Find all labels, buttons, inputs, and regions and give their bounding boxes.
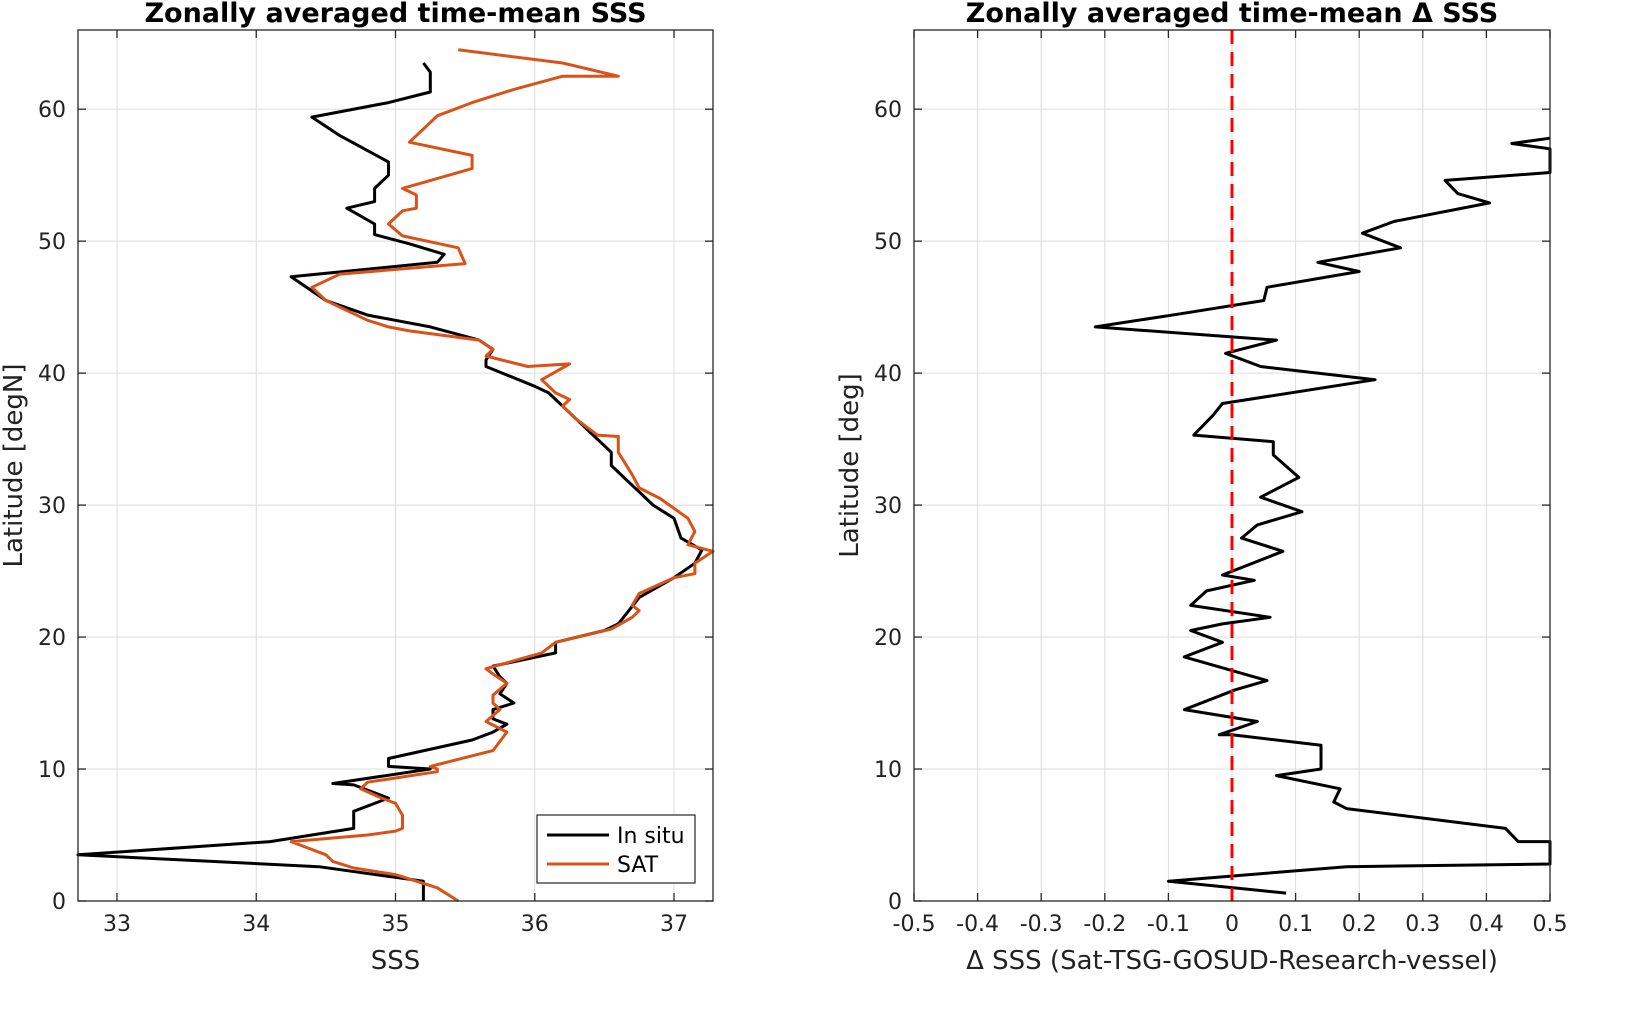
right-xtick-label-m0p4: -0.4 (956, 912, 999, 937)
left-ytick-label-50: 50 (38, 230, 66, 255)
right-ticks: -0.5 -0.4 -0.3 -0.2 -0.1 0 0.1 0.2 0.3 0.4 0.5 0 10 2… (874, 30, 1568, 937)
right-xtick-label-0p1: 0.1 (1278, 912, 1313, 937)
right-xtick-label-0p5: 0.5 (1533, 912, 1568, 937)
right-ytick-label-50: 50 (874, 230, 902, 255)
right-chart-title: Zonally averaged time-mean Δ SSS (966, 0, 1498, 29)
left-ytick-label-10: 10 (38, 758, 66, 783)
left-ytick-label-20: 20 (38, 626, 66, 651)
right-y-axis-label: Latitude [deg] (835, 373, 865, 558)
left-ytick-label-0: 0 (52, 890, 66, 915)
left-xtick-label-36: 36 (521, 912, 549, 937)
left-x-axis-label: SSS (371, 946, 421, 976)
right-series (1093, 30, 1552, 901)
right-ytick-label-30: 30 (874, 494, 902, 519)
left-series (76, 48, 715, 903)
legend: In situ SAT (536, 814, 696, 884)
right-xtick-label-0: 0 (1225, 912, 1239, 937)
legend-label-sat: SAT (617, 853, 659, 878)
left-grid (78, 30, 713, 902)
left-series-line-sat (289, 48, 715, 903)
right-xtick-label-0p4: 0.4 (1469, 912, 1504, 937)
left-xtick-label-33: 33 (103, 912, 131, 937)
right-ytick-label-10: 10 (874, 758, 902, 783)
right-grid (913, 30, 1551, 902)
right-xtick-label-m0p1: -0.1 (1147, 912, 1190, 937)
left-y-axis-label: Latitude [degN] (0, 363, 29, 567)
legend-label-in-situ: In situ (617, 824, 685, 849)
right-axes-frame (913, 29, 1551, 902)
left-xtick-label-37: 37 (660, 912, 688, 937)
legend-box (536, 814, 696, 884)
right-xtick-label-m0p3: -0.3 (1020, 912, 1063, 937)
right-series-line-1 (1093, 136, 1552, 895)
left-chart-panel: 33 34 35 36 37 0 10 20 30 40 50 60 Zonally averaged… (0, 0, 715, 976)
right-ytick-label-60: 60 (874, 98, 902, 123)
left-chart-title: Zonally averaged time-mean SSS (144, 0, 646, 29)
right-xtick-label-0p3: 0.3 (1405, 912, 1440, 937)
left-series-line-in-situ (76, 62, 704, 901)
left-axes-frame (77, 29, 714, 902)
right-ytick-label-20: 20 (874, 626, 902, 651)
left-ytick-label-40: 40 (38, 362, 66, 387)
right-xtick-label-m0p5: -0.5 (893, 912, 936, 937)
right-xtick-label-0p2: 0.2 (1342, 912, 1377, 937)
right-ytick-label-0: 0 (888, 890, 902, 915)
left-xtick-label-35: 35 (382, 912, 410, 937)
right-ytick-label-40: 40 (874, 362, 902, 387)
right-chart-panel: -0.5 -0.4 -0.3 -0.2 -0.1 0 0.1 0.2 0.3 0.4 0.5 0 10 2… (835, 0, 1568, 976)
left-ticks: 33 34 35 36 37 0 10 20 30 40 50 60 (38, 30, 713, 937)
right-x-axis-label: Δ SSS (Sat-TSG-GOSUD-Research-vessel) (966, 946, 1498, 976)
right-xtick-label-m0p2: -0.2 (1083, 912, 1126, 937)
left-xtick-label-34: 34 (242, 912, 270, 937)
left-ytick-label-30: 30 (38, 494, 66, 519)
left-ytick-label-60: 60 (38, 98, 66, 123)
